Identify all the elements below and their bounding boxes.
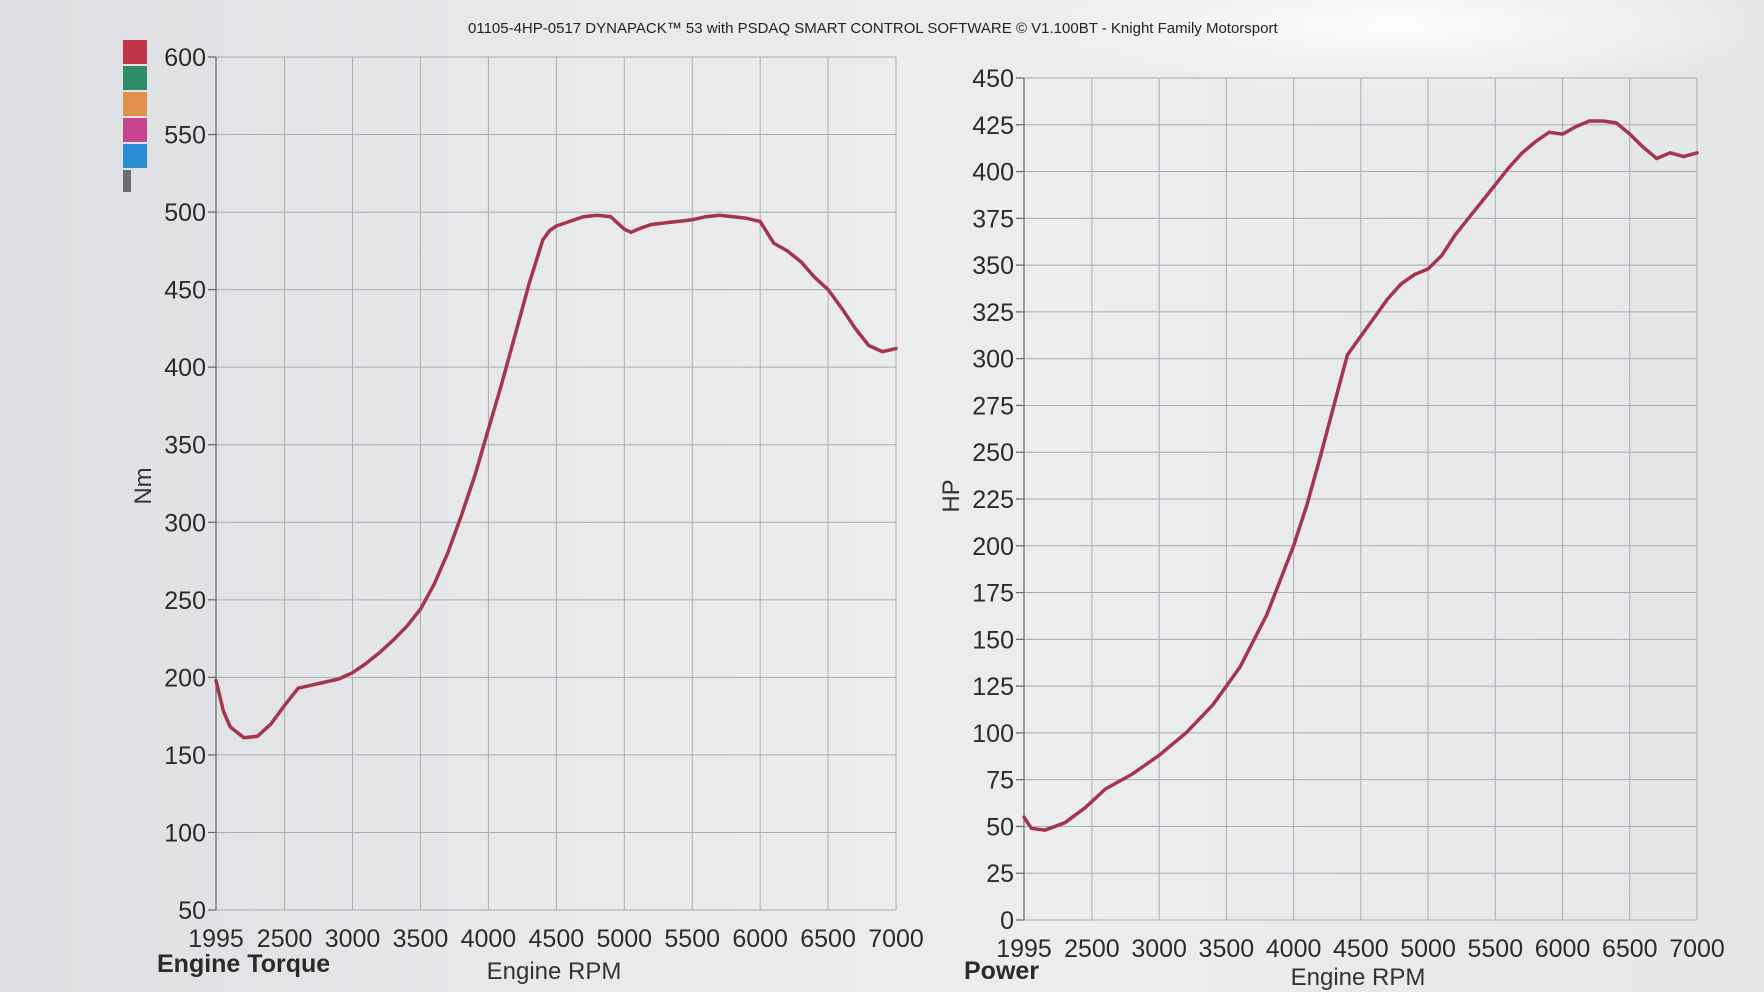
power-x-tick-label: 7000: [1669, 935, 1725, 963]
power-y-tick-label: 175: [972, 580, 1014, 608]
power-y-tick-label: 375: [972, 205, 1014, 233]
power-x-tick-label: 3000: [1131, 935, 1187, 963]
power-x-tick-label: 3500: [1199, 935, 1255, 963]
torque-x-tick-label: 5500: [664, 925, 720, 953]
power-y-tick-label: 150: [972, 626, 1014, 654]
torque-x-tick-label: 6500: [800, 925, 856, 953]
power-y-tick-label: 300: [972, 346, 1014, 374]
torque-y-tick-label: 400: [164, 354, 206, 382]
power-y-axis-title: HP: [938, 479, 965, 513]
torque-x-tick-label: 2500: [257, 925, 313, 953]
power-y-tick-label: 400: [972, 159, 1014, 187]
power-x-tick-label: 4000: [1266, 935, 1322, 963]
orange-swatch: [123, 92, 147, 116]
torque-y-tick-label: 550: [164, 122, 206, 150]
power-y-tick-label: 200: [972, 533, 1014, 561]
power-y-tick-label: 275: [972, 392, 1014, 420]
torque-y-tick-label: 50: [178, 897, 206, 925]
torque-x-tick-label: 5000: [596, 925, 652, 953]
power-y-tick-label: 225: [972, 486, 1014, 514]
power-x-tick-label: 6500: [1602, 935, 1658, 963]
blue-swatch: [123, 144, 147, 168]
power-x-tick-label: 5500: [1467, 935, 1523, 963]
power-y-tick-label: 425: [972, 112, 1014, 140]
torque-y-tick-label: 150: [164, 742, 206, 770]
torque-y-tick-label: 350: [164, 432, 206, 460]
torque-y-tick-label: 100: [164, 819, 206, 847]
power-y-tick-label: 75: [986, 767, 1014, 795]
torque-x-tick-label: 4500: [529, 925, 585, 953]
torque-x-tick-label: 6000: [732, 925, 788, 953]
torque-series-line: [214, 213, 898, 740]
torque-y-tick-label: 600: [164, 44, 206, 72]
power-x-tick-label: 1995: [996, 935, 1052, 963]
magenta-swatch: [123, 118, 147, 142]
torque-x-tick-label: 4000: [461, 925, 517, 953]
torque-y-tick-label: 450: [164, 277, 206, 305]
power-x-tick-label: 4500: [1333, 935, 1389, 963]
torque-y-tick-label: 300: [164, 509, 206, 537]
power-y-tick-label: 250: [972, 439, 1014, 467]
torque-x-axis-title: Engine RPM: [486, 958, 622, 985]
chart-title: 01105-4HP-0517 DYNAPACK™ 53 with PSDAQ S…: [468, 20, 1278, 37]
torque-y-tick-label: 200: [164, 664, 206, 692]
torque-x-tick-label: 7000: [868, 925, 924, 953]
power-x-tick-label: 5000: [1400, 935, 1456, 963]
power-x-tick-label: 6000: [1535, 935, 1591, 963]
power-y-tick-label: 350: [972, 252, 1014, 280]
power-y-tick-label: 100: [972, 720, 1014, 748]
torque-y-axis-title: Nm: [130, 467, 157, 505]
torque-chart-caption: Engine Torque: [157, 950, 331, 978]
power-chart-caption: Power: [964, 957, 1040, 985]
torque-y-tick-label: 250: [164, 587, 206, 615]
power-y-tick-label: 50: [986, 813, 1014, 841]
torque-x-tick-label: 3500: [393, 925, 449, 953]
red-swatch: [123, 40, 147, 64]
legend-swatches: [123, 40, 149, 192]
torque-y-tick-label: 500: [164, 199, 206, 227]
swatch-stub: [123, 170, 131, 192]
torque-x-tick-label: 3000: [325, 925, 381, 953]
green-swatch: [123, 66, 147, 90]
power-y-tick-label: 450: [972, 65, 1014, 93]
power-y-tick-label: 325: [972, 299, 1014, 327]
power-x-tick-label: 2500: [1064, 935, 1120, 963]
power-y-tick-label: 0: [1000, 907, 1014, 935]
power-y-tick-label: 25: [986, 860, 1014, 888]
power-y-tick-label: 125: [972, 673, 1014, 701]
power-x-axis-title: Engine RPM: [1290, 964, 1426, 991]
torque-x-tick-label: 1995: [188, 925, 244, 953]
power-series-line: [1022, 119, 1699, 832]
